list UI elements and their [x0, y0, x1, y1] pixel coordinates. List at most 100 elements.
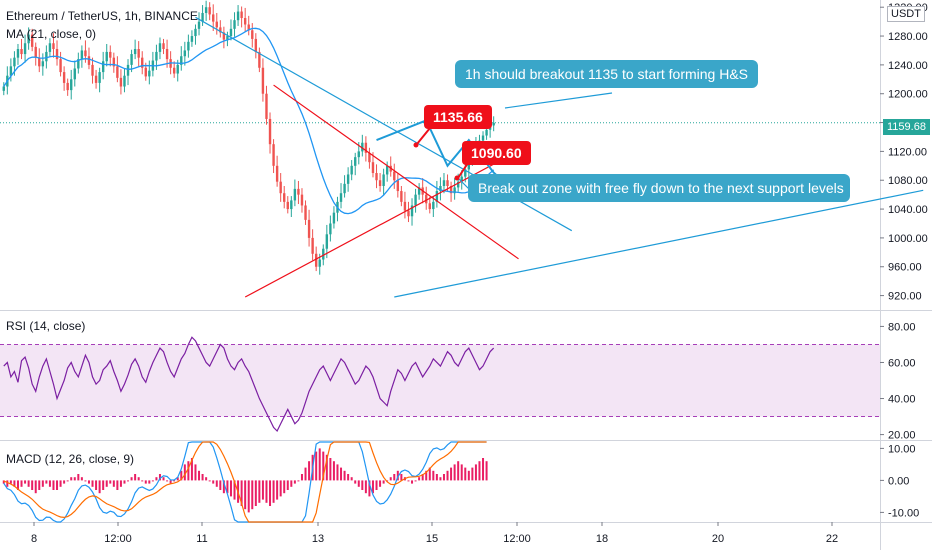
annotation-note-1[interactable]: 1h should breakout 1135 to start forming… [455, 60, 759, 88]
macd-histogram-bar [98, 480, 101, 494]
candle-body [162, 43, 165, 50]
candle-body [98, 72, 101, 83]
macd-histogram-bar [432, 470, 435, 481]
ma-indicator-label[interactable]: MA (21, close, 0) [6, 27, 97, 41]
price-axis-tick-label: 1040.00 [888, 204, 928, 216]
candle-body [339, 193, 343, 202]
macd-histogram-bar [137, 477, 140, 481]
candle-body [126, 64, 130, 76]
annotation-note-2[interactable]: Break out zone with free fly down to the… [468, 174, 850, 202]
macd-histogram-bar [450, 467, 453, 481]
rsi-indicator-label[interactable]: RSI (14, close) [6, 319, 86, 333]
price-axis-tick-label: 1280.00 [888, 31, 928, 43]
blue-trendline [394, 189, 924, 298]
macd-histogram-bar [70, 477, 73, 481]
candle-body [240, 11, 243, 19]
macd-histogram-bar [123, 480, 126, 484]
macd-histogram-bar [13, 480, 16, 487]
candle-body [361, 142, 364, 152]
candle-body [13, 57, 16, 67]
price-axis-tick-label: 1200.00 [888, 89, 928, 101]
candle-body [133, 49, 137, 55]
candle-body [105, 51, 108, 62]
candle-body [16, 49, 20, 58]
macd-histogram-bar [364, 480, 367, 494]
candle-body [275, 165, 279, 182]
candle-body [243, 18, 247, 25]
macd-histogram-bar [116, 480, 119, 490]
macd-indicator-label[interactable]: MACD (12, 26, close, 9) [6, 452, 135, 466]
candle-body [385, 165, 389, 175]
candle-body [66, 82, 69, 91]
candle-body [137, 49, 140, 58]
currency-badge[interactable]: USDT [887, 6, 925, 22]
macd-histogram-bar [283, 480, 286, 494]
candle-body [322, 248, 325, 260]
candle-body [396, 180, 400, 192]
macd-histogram-bar [158, 474, 161, 481]
macd-histogram-bar [141, 480, 144, 482]
macd-histogram-bar [396, 470, 399, 481]
candle-body [446, 180, 449, 186]
candle-body [101, 61, 105, 73]
macd-histogram-bar [77, 474, 80, 481]
candle-body [176, 64, 179, 74]
symbol-title: Ethereum / TetherUS, 1h, BINANCE [6, 9, 198, 23]
time-tick-label: 18 [596, 533, 608, 545]
rsi-axis-tick-label: 80.00 [888, 321, 916, 333]
candle-body [414, 194, 417, 206]
macd-histogram-bar [379, 480, 382, 487]
candle-body [27, 34, 30, 44]
macd-histogram-bar [254, 480, 257, 506]
macd-histogram-bar [6, 480, 9, 487]
macd-histogram-bar [421, 474, 424, 481]
price-label-1135[interactable]: 1135.66 [424, 105, 492, 129]
candle-body [112, 57, 116, 67]
macd-histogram-bar [435, 474, 438, 481]
candle-body [297, 188, 300, 195]
price-label-1090[interactable]: 1090.60 [462, 141, 531, 165]
macd-histogram-bar [315, 451, 318, 481]
candle-body [208, 7, 211, 15]
macd-histogram-bar [354, 480, 357, 484]
candle-body [2, 86, 5, 91]
macd-histogram-bar [148, 480, 151, 484]
macd-histogram-bar [272, 480, 275, 503]
macd-histogram-bar [411, 480, 414, 484]
candle-body [453, 187, 456, 194]
macd-histogram-bar [34, 480, 37, 494]
macd-axis-tick-label: 10.00 [888, 443, 916, 455]
macd-histogram-bar [240, 480, 243, 506]
macd-histogram-bar [219, 480, 222, 490]
macd-histogram-bar [290, 480, 293, 487]
candle-body [300, 194, 304, 206]
rsi-line [3, 336, 495, 433]
candle-body [449, 186, 453, 194]
label-anchor-dot [454, 175, 460, 181]
candle-body [194, 28, 197, 37]
macd-histogram-bar [261, 480, 264, 500]
time-tick-label: 8 [31, 533, 37, 545]
rsi-band [0, 344, 880, 417]
candle-body [371, 162, 375, 174]
candle-body [172, 67, 176, 74]
candle-body [425, 194, 428, 204]
macd-histogram-bar [194, 464, 197, 481]
candle-body [34, 46, 37, 58]
candle-body [304, 205, 307, 220]
macd-histogram-bar [73, 477, 76, 481]
macd-histogram-bar [173, 480, 176, 482]
macd-histogram-bar [130, 477, 133, 481]
candle-body [382, 174, 385, 186]
macd-histogram-bar [300, 474, 303, 481]
macd-histogram-bar [205, 477, 208, 481]
macd-histogram-bar [119, 480, 122, 487]
macd-histogram-bar [332, 461, 335, 481]
macd-histogram-bar [361, 480, 364, 490]
macd-histogram-bar [190, 458, 193, 481]
macd-histogram-bar [38, 480, 41, 490]
candle-body [251, 30, 254, 39]
candle-body [378, 180, 382, 186]
macd-histogram-bar [400, 474, 403, 481]
